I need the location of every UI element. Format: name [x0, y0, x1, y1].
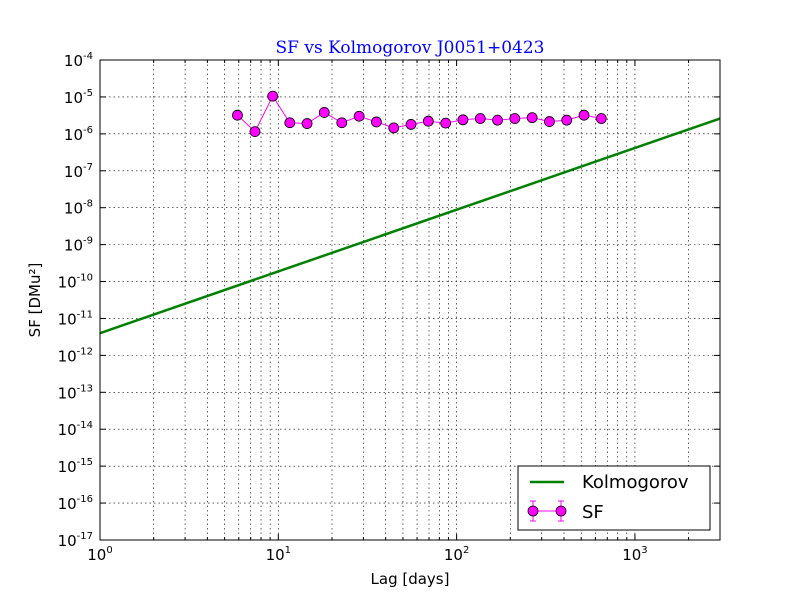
sf-point	[544, 116, 555, 127]
legend: Kolmogorov SF	[517, 465, 711, 531]
sf-point	[353, 110, 365, 122]
ticks	[99, 59, 721, 541]
sf-point	[561, 114, 573, 126]
y-tick-label: 10-4	[64, 51, 93, 70]
sf-point	[457, 114, 469, 126]
y-tick-label: 10-11	[58, 309, 93, 328]
sf-point	[595, 113, 607, 124]
kolmogorov-line	[99, 117, 721, 335]
sf-line	[237, 95, 602, 133]
y-tick-label: 10-12	[58, 346, 93, 365]
sf-point	[249, 126, 261, 138]
y-tick-labels: 10-4 10-5 10-6 10-7 10-8 10-9 10-10 10-11 10-12 1…	[58, 51, 93, 550]
x-tick-label: 102	[444, 545, 469, 564]
plot-data	[99, 90, 721, 335]
grid	[100, 60, 720, 540]
legend-kolmogorov-label: Kolmogorov	[582, 472, 689, 493]
sf-point	[405, 119, 417, 130]
x-tick-label: 101	[266, 545, 291, 564]
y-axis-label: SF [DMu²]	[26, 263, 44, 338]
y-tick-label: 10-6	[64, 125, 93, 144]
x-tick-labels: 100 101 102 103	[87, 545, 647, 564]
y-tick-label: 10-13	[58, 383, 93, 402]
y-tick-label: 10-9	[64, 236, 93, 255]
x-axis-label: Lag [days]	[371, 570, 450, 588]
sf-point	[526, 112, 538, 124]
plot-frame	[99, 59, 721, 541]
y-tick-label: 10-15	[58, 457, 93, 476]
sf-point	[371, 116, 382, 128]
legend-sf-swatch	[527, 500, 567, 522]
sf-point	[388, 122, 400, 134]
sf-point	[284, 117, 296, 129]
y-tick-label: 10-5	[64, 88, 93, 107]
sf-point	[232, 109, 243, 121]
sf-point	[474, 113, 486, 124]
sf-point	[440, 117, 452, 129]
y-tick-label: 10-8	[64, 199, 93, 218]
sf-point	[336, 117, 348, 129]
chart-title: SF vs Kolmogorov J0051+0423	[276, 38, 545, 58]
y-tick-label: 10-17	[58, 531, 93, 550]
y-tick-label: 10-16	[58, 494, 93, 513]
sf-point	[422, 115, 434, 127]
sf-point	[509, 113, 521, 124]
legend-box	[517, 465, 711, 531]
y-tick-label: 10-7	[64, 162, 93, 181]
y-tick-label: 10-10	[58, 273, 93, 292]
sf-point	[318, 107, 330, 118]
sf-point	[301, 118, 313, 129]
sf-point	[578, 109, 590, 121]
sf-point	[267, 90, 279, 102]
x-tick-label: 100	[87, 545, 112, 564]
x-tick-label: 103	[622, 545, 647, 564]
y-tick-label: 10-14	[58, 420, 93, 439]
legend-sf-label: SF	[582, 502, 604, 523]
sf-point	[492, 114, 503, 126]
